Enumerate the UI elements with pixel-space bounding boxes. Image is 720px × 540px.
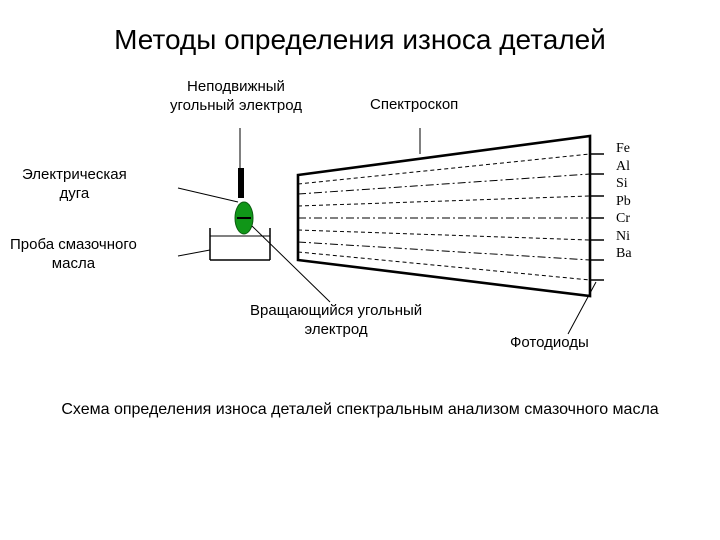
element-fe: Fe: [616, 140, 632, 158]
element-cr: Cr: [616, 210, 632, 228]
slide-title: Методы определения износа деталей: [0, 24, 720, 56]
label-oil-sample: Проба смазочного масла: [10, 236, 137, 274]
photodiodes: [590, 154, 604, 280]
label-spectroscope: Спектроскоп: [370, 96, 458, 115]
caption: Схема определения износа деталей спектра…: [0, 400, 720, 421]
rotating-electrode: [235, 202, 253, 234]
slide: Методы определения износа деталей: [0, 0, 720, 540]
label-fixed-electrode: Неподвижный угольный электрод: [170, 78, 302, 116]
spectral-lines: [298, 154, 590, 280]
spectroscope: [298, 136, 590, 296]
label-rotating-electrode: Вращающийся угольный электрод: [250, 302, 422, 340]
element-ni: Ni: [616, 228, 632, 246]
element-list: Fe Al Si Pb Cr Ni Ba: [616, 140, 632, 263]
element-si: Si: [616, 175, 632, 193]
label-photodiodes: Фотодиоды: [510, 334, 589, 353]
element-ba: Ba: [616, 245, 632, 263]
diagram-container: Неподвижный угольный электрод Спектроско…: [70, 110, 670, 380]
element-al: Al: [616, 158, 632, 176]
label-arc: Электрическая дуга: [22, 166, 127, 204]
element-pb: Pb: [616, 193, 632, 211]
fixed-electrode: [238, 168, 244, 198]
